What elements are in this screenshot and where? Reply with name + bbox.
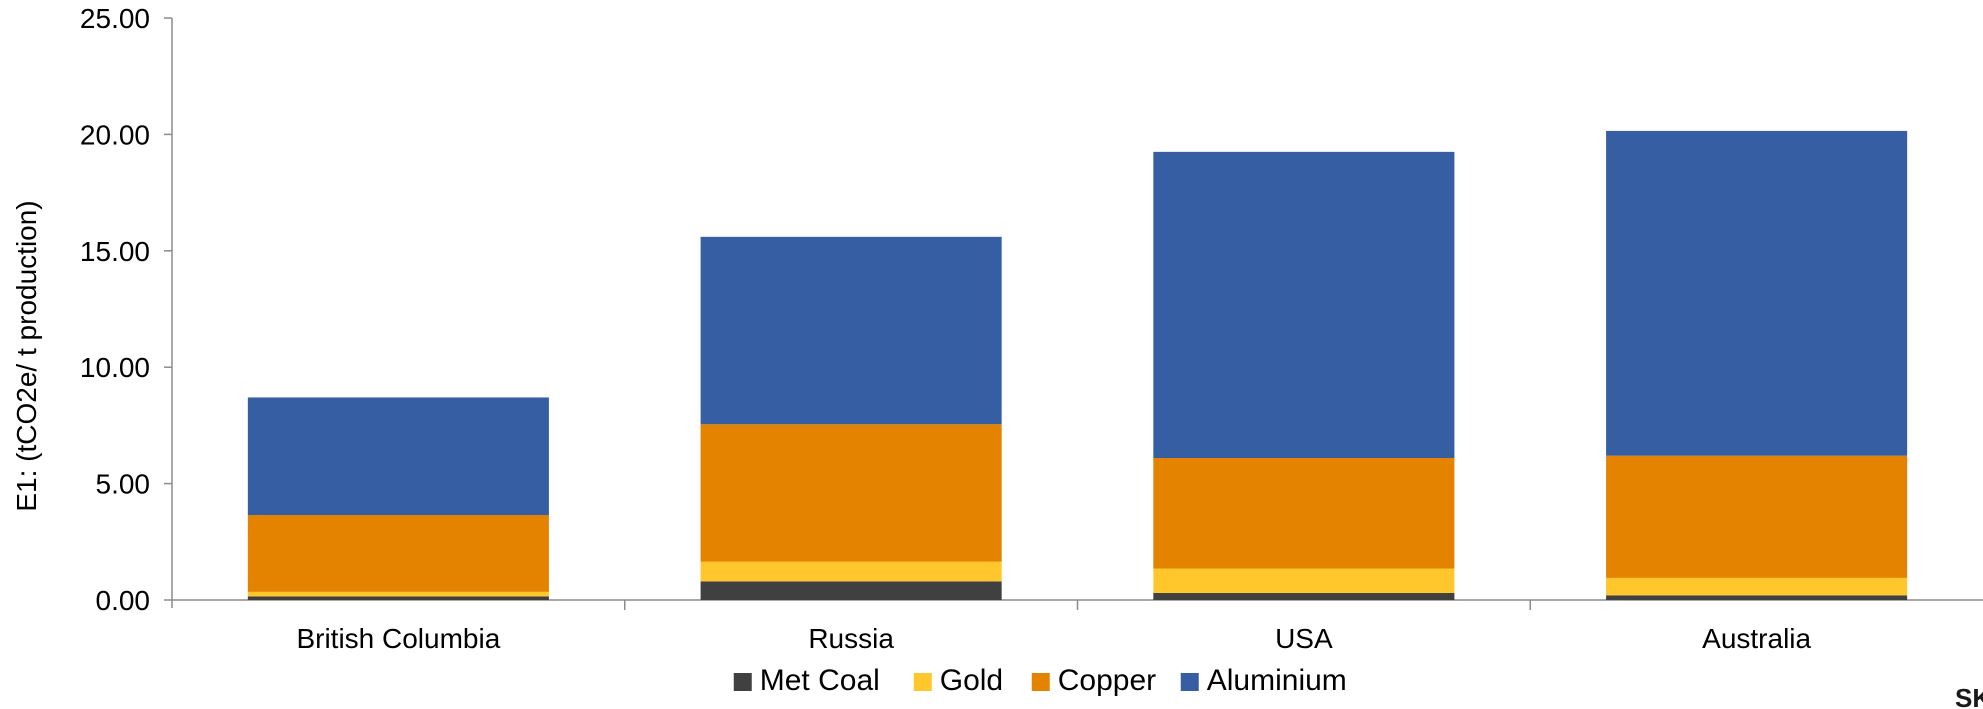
x-axis: British Columbia Russia USA Australia [172,599,1983,654]
bar-segment-aluminium [1606,130,1908,456]
bar-segment-met-coal [1606,595,1908,600]
legend: Met Coal Gold Copper Aluminium [733,664,1347,697]
y-axis-title: E1: (tCO2e/ t production) [11,200,42,511]
legend-swatch [733,673,752,691]
y-tick-label: 25.00 [80,3,150,34]
y-tick-label: 20.00 [80,119,150,150]
legend-swatch [913,673,932,691]
bar-segment-met-coal [247,596,549,600]
y-tick-label: 10.00 [80,352,150,383]
legend-label: Copper [1058,664,1156,697]
bar-segment-aluminium [247,397,549,516]
bars-area [247,130,1908,600]
legend-label: Aluminium [1207,664,1347,697]
y-tick-label: 5.00 [96,469,151,500]
x-tick-label: Russia [808,623,894,654]
y-axis: 0.00 5.00 10.00 15.00 20.00 25.00 [80,3,173,616]
bar-segment-gold [247,591,549,597]
legend-label: Met Coal [760,664,880,697]
bar-segment-aluminium [1153,151,1455,458]
x-tick-label: USA [1275,623,1333,654]
legend-label: Gold [940,664,1003,697]
x-tick-label: Australia [1702,623,1811,654]
bar-segment-aluminium [700,236,1002,425]
bar-segment-met-coal [700,581,1002,600]
x-tick-label: British Columbia [296,623,500,654]
bar-segment-gold [1606,577,1908,596]
bar-segment-copper [247,515,549,592]
bar-segment-copper [700,424,1002,562]
bar-segment-copper [1606,455,1908,578]
bar-segment-gold [700,561,1002,582]
bar-segment-copper [1153,457,1455,569]
legend-swatch [1031,673,1050,691]
legend-swatch [1180,673,1199,691]
y-tick-label: 0.00 [96,585,151,616]
bar-segment-met-coal [1153,593,1455,600]
bar-segment-gold [1153,568,1455,594]
brand-logo-fragment: SK [1955,683,1983,709]
y-tick-label: 15.00 [80,236,150,267]
